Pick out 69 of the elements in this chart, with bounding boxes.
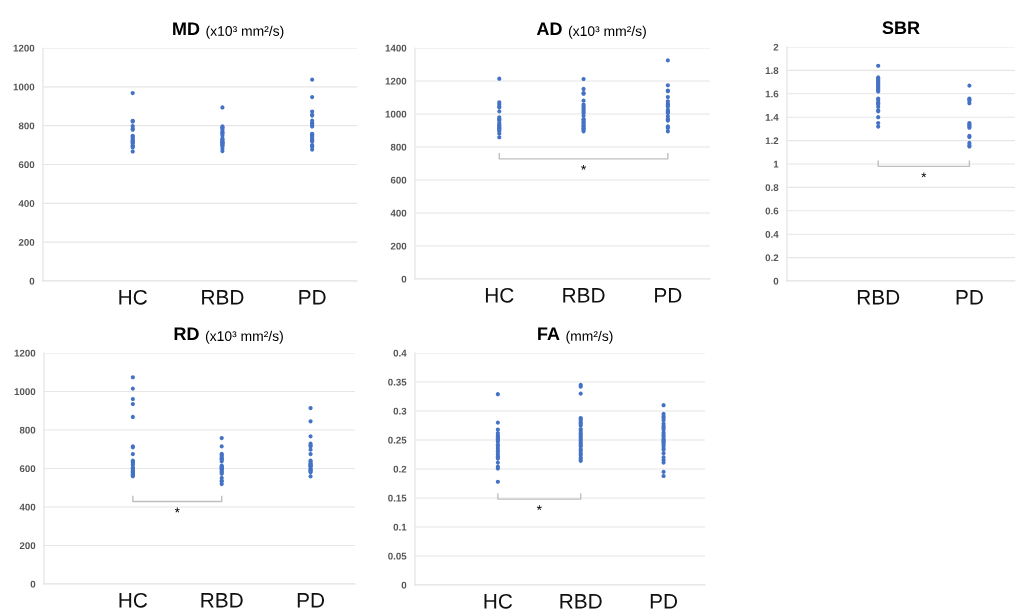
y-tick-label: 200 [19, 542, 36, 550]
y-tick-label: 1000 [385, 110, 407, 118]
chart-subtitle: (x10³ mm²/s) [568, 25, 646, 39]
y-tick-label: 1.2 [765, 137, 779, 145]
y-tick-label: 400 [19, 503, 36, 511]
chart-title: FA [538, 327, 560, 340]
y-tick-label: 1.6 [765, 90, 779, 98]
y-tick-label: 0 [773, 277, 779, 285]
x-tick-label: PD [299, 290, 326, 305]
y-tick-label: 0.2 [765, 254, 779, 262]
y-tick-label: 0.4 [393, 349, 407, 357]
y-tick-label: 0 [401, 581, 407, 589]
chart-title: SBR [882, 21, 920, 35]
y-tick-label: 1200 [13, 44, 35, 52]
y-tick-label: 1 [773, 160, 779, 168]
y-tick-label: 0.15 [388, 494, 407, 502]
y-tick-label: 1200 [385, 77, 407, 85]
y-tick-label: 1000 [14, 388, 36, 396]
chart-title: MD [173, 22, 200, 35]
chart-subtitle: (mm²/s) [566, 330, 613, 344]
y-tick-label: 0 [30, 580, 36, 588]
x-tick-label: RBD [563, 288, 605, 303]
y-tick-label: 1.8 [765, 67, 779, 75]
x-tick-label: RBD [560, 594, 602, 609]
y-tick-label: 0 [29, 277, 35, 285]
y-tick-label: 800 [19, 426, 36, 434]
y-tick-label: 0 [401, 275, 407, 283]
x-tick-label: PD [297, 593, 325, 608]
y-tick-label: 0.2 [393, 465, 407, 473]
y-tick-label: 600 [390, 176, 407, 184]
y-tick-label: 0.1 [393, 523, 407, 531]
y-tick-label: 1200 [14, 349, 36, 357]
y-tick-label: 0.8 [765, 184, 779, 192]
y-tick-label: 0.6 [765, 207, 779, 215]
y-tick-label: 0.05 [388, 552, 407, 560]
y-tick-label: 600 [18, 161, 35, 169]
chart-subtitle: (x10³ mm²/s) [206, 25, 284, 39]
y-tick-label: 200 [18, 238, 35, 246]
y-tick-label: 1.4 [765, 114, 779, 121]
y-tick-label: 0.35 [388, 378, 407, 386]
x-tick-label: PD [650, 594, 678, 609]
y-tick-label: 1000 [13, 83, 35, 91]
y-tick-label: 800 [18, 122, 35, 130]
x-tick-label: HC [485, 287, 514, 303]
y-tick-label: 0.4 [765, 230, 779, 238]
y-tick-label: 1400 [385, 44, 407, 52]
x-tick-label: HC [484, 593, 513, 609]
y-tick-label: 2 [773, 43, 779, 51]
annotation: * [174, 507, 180, 513]
y-tick-label: 200 [390, 242, 407, 250]
y-tick-label: 0.3 [393, 407, 407, 415]
y-tick-label: 400 [390, 209, 407, 217]
x-tick-label: HC [119, 592, 148, 608]
y-tick-label: 0.25 [388, 436, 407, 444]
chart-title: AD [536, 22, 562, 36]
x-tick-label: RBD [857, 290, 900, 305]
annotation: * [536, 505, 542, 511]
y-tick-label: 400 [18, 200, 35, 207]
y-tick-label: 800 [390, 143, 407, 151]
annotation: * [921, 172, 927, 178]
annotation: * [581, 164, 587, 170]
chart-title: RD [174, 327, 199, 341]
chart-subtitle: (x10³ mm²/s) [205, 330, 283, 344]
x-tick-label: PD [655, 288, 682, 303]
x-tick-label: RBD [202, 290, 244, 305]
x-tick-label: RBD [201, 593, 243, 608]
x-tick-label: HC [119, 289, 147, 305]
x-tick-label: PD [956, 290, 983, 305]
y-tick-label: 600 [19, 465, 36, 473]
